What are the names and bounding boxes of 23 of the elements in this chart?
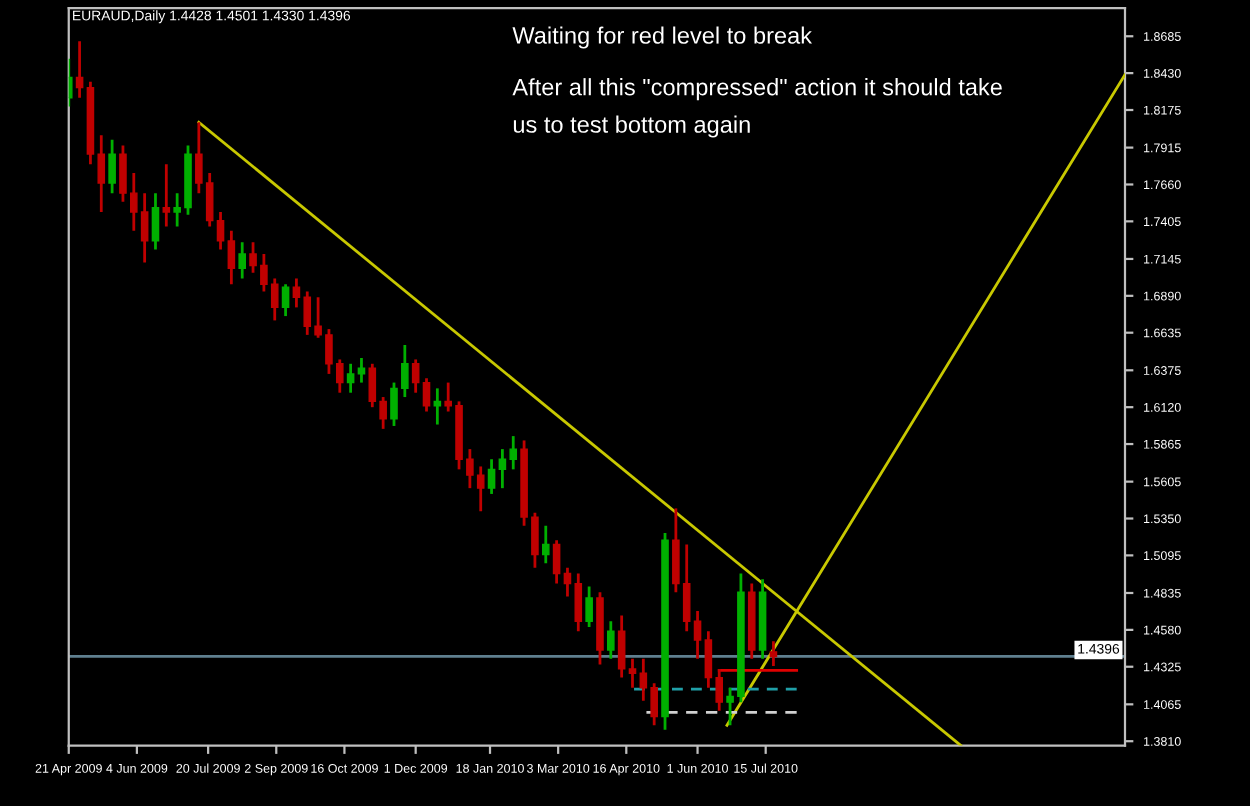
candlestick <box>151 191 160 251</box>
candlestick <box>607 619 615 661</box>
candlestick <box>411 358 420 395</box>
candlestick <box>216 210 225 251</box>
candlestick <box>693 609 702 661</box>
candlestick <box>628 657 637 690</box>
annotation: After all this "compressed" action it should take us to test bottom again <box>512 78 1002 138</box>
candlestick <box>617 614 626 679</box>
candlestick <box>552 538 561 585</box>
candlestick <box>75 39 84 100</box>
candlestick <box>422 376 431 413</box>
candlestick <box>346 362 355 395</box>
candlestick <box>769 639 778 668</box>
candlestick <box>541 524 550 565</box>
candlestick <box>162 162 171 228</box>
candlestick <box>357 356 366 384</box>
candlestick <box>281 282 290 318</box>
annotation: Waiting for red level to break <box>512 26 813 49</box>
candlestick <box>108 138 116 195</box>
candlestick <box>585 585 593 629</box>
candlestick <box>227 229 236 286</box>
candlestick <box>487 457 496 496</box>
candlestick <box>238 240 247 280</box>
